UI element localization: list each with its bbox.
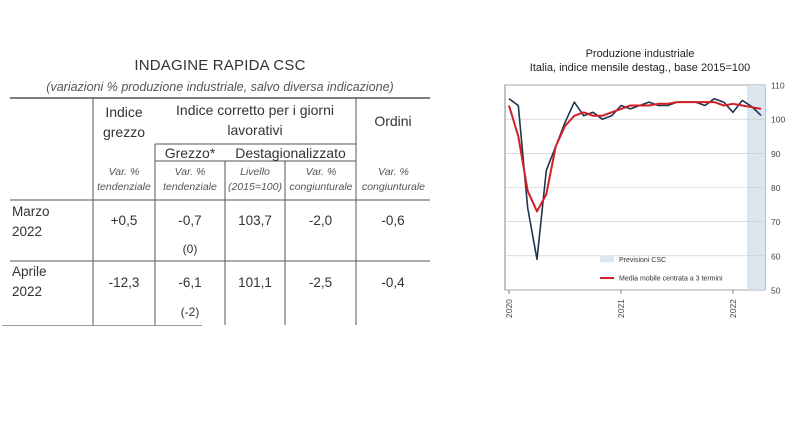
header-ordini: Ordini: [374, 113, 412, 129]
table-subtitle: (variazioni % produzione industriale, sa…: [46, 80, 394, 94]
y-tick-label: 60: [771, 251, 781, 261]
table-bottom-rule: [2, 325, 202, 326]
chart-svg: Produzione industriale Italia, indice me…: [504, 48, 785, 318]
cell-aprile-congiunturale: -2,5: [308, 275, 333, 290]
table-title: INDAGINE RAPIDA CSC: [134, 57, 306, 74]
cell-marzo-ordini: -0,6: [381, 213, 405, 228]
header-indice-grezzo: Indice grezzo: [102, 104, 146, 140]
series-line-moving-average: [508, 101, 762, 213]
cell-aprile-grezzo: -12,3: [108, 275, 140, 290]
table-grid: [10, 97, 430, 325]
cell-aprile-livello: 101,1: [238, 275, 272, 290]
subheader-var-tendenziale-2: Var. % tendenziale: [163, 166, 217, 193]
series-line-production: [508, 97, 762, 261]
y-tick-label: 80: [771, 183, 781, 193]
cell-aprile-corretto: -6,1: [178, 275, 202, 290]
production-chart: Produzione industriale Italia, indice me…: [495, 40, 785, 330]
cell-marzo-livello: 103,7: [238, 213, 272, 228]
legend-label-forecast: Previsioni CSC: [619, 257, 666, 264]
x-tick-label: 2020: [504, 299, 514, 318]
subheader-var-congiunturale: Var. % congiunturale: [289, 166, 353, 193]
legend-swatch-forecast: [600, 255, 614, 263]
results-table: Indice grezzo Indice corretto per i gior…: [10, 97, 430, 325]
cell-marzo-corretto: -0,7: [178, 213, 202, 228]
legend-label-moving-average: Media mobile centrata a 3 termini: [619, 276, 723, 283]
chart-subtitle: Italia, indice mensile destag., base 201…: [530, 62, 750, 74]
x-tick-label: 2022: [728, 299, 738, 318]
y-tick-label: 110: [771, 81, 785, 91]
y-tick-label: 70: [771, 217, 781, 227]
y-tick-label: 100: [771, 115, 785, 125]
y-tick-label: 90: [771, 149, 781, 159]
cell-marzo-corretto-nota: (0): [182, 242, 198, 256]
cell-marzo-grezzo: +0,5: [110, 213, 138, 228]
header-destagionalizzato: Destagionalizzato: [235, 145, 346, 161]
x-tick-label: 2021: [616, 299, 626, 318]
row-label-aprile: Aprile 2022: [12, 264, 47, 299]
subheader-var-tendenziale: Var. % tendenziale: [97, 166, 151, 193]
chart-title: Produzione industriale: [586, 48, 695, 60]
y-tick-label: 50: [771, 286, 781, 296]
header-grezzo: Grezzo*: [164, 145, 216, 161]
cell-marzo-congiunturale: -2,0: [308, 213, 333, 228]
cell-aprile-corretto-nota: (-2): [180, 305, 200, 319]
cell-aprile-ordini: -0,4: [381, 275, 405, 290]
subheader-livello: Livello (2015=100): [227, 166, 282, 193]
subheader-var-congiunturale-ordini: Var. % congiunturale: [361, 166, 426, 193]
header-indice-corretto: Indice corretto per i giorni lavorativi: [176, 102, 334, 138]
row-label-marzo: Marzo 2022: [12, 204, 50, 239]
